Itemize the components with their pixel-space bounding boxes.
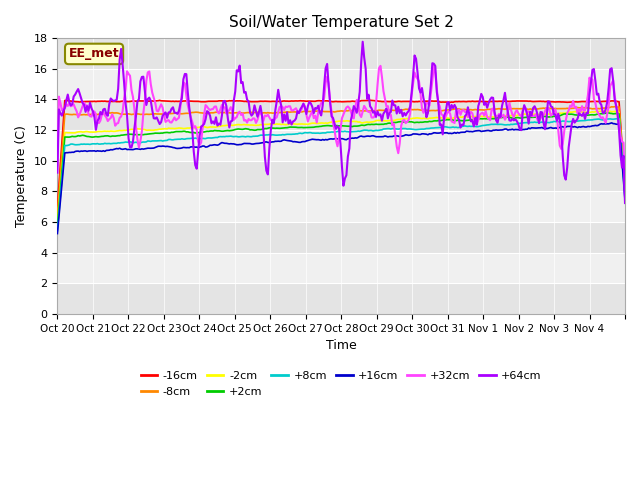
Y-axis label: Temperature (C): Temperature (C) — [15, 125, 28, 227]
Title: Soil/Water Temperature Set 2: Soil/Water Temperature Set 2 — [228, 15, 454, 30]
Bar — [58, 38, 625, 69]
Text: EE_met: EE_met — [68, 48, 120, 60]
X-axis label: Time: Time — [326, 339, 356, 352]
Bar — [58, 222, 625, 253]
Bar — [58, 99, 625, 130]
Bar — [58, 284, 625, 314]
Bar — [58, 161, 625, 192]
Legend: -16cm, -8cm, -2cm, +2cm, +8cm, +16cm, +32cm, +64cm: -16cm, -8cm, -2cm, +2cm, +8cm, +16cm, +3… — [136, 367, 546, 401]
